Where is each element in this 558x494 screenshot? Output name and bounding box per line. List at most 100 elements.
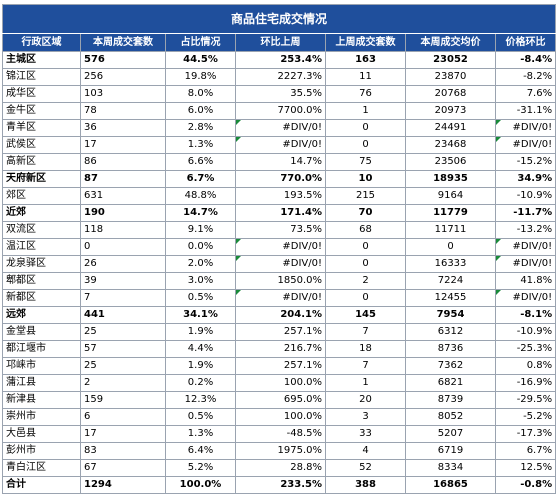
table-cell: 6821 bbox=[405, 374, 496, 392]
table-cell: 20768 bbox=[405, 85, 496, 103]
table-cell: 0.0% bbox=[165, 238, 236, 256]
table-cell: 118 bbox=[80, 221, 166, 239]
table-cell: 17 bbox=[80, 425, 166, 443]
table-cell: 大邑县 bbox=[2, 425, 81, 443]
table-cell: #DIV/0! bbox=[494, 119, 557, 137]
table-cell: 388 bbox=[325, 476, 406, 494]
table-cell: 合计 bbox=[2, 476, 81, 494]
table-cell: 9.1% bbox=[165, 221, 236, 239]
table-cell: 6312 bbox=[405, 323, 496, 341]
table-row: 郫都区 39 3.0% 1850.0% 2 7224 41.8% bbox=[2, 272, 557, 290]
header-cell: 环比上周 bbox=[235, 33, 326, 52]
table-cell: 70 bbox=[325, 204, 406, 222]
table-cell: -29.5% bbox=[494, 391, 557, 409]
table-cell: 0 bbox=[80, 238, 166, 256]
table-cell: 12.3% bbox=[165, 391, 236, 409]
header-cell: 本周成交套数 bbox=[80, 33, 166, 52]
table-row: 金堂县 25 1.9% 257.1% 7 6312 -10.9% bbox=[2, 323, 557, 341]
table-cell: 1294 bbox=[80, 476, 166, 494]
table-cell: 青白江区 bbox=[2, 459, 81, 477]
table-title: 商品住宅成交情况 bbox=[1, 4, 557, 34]
table-cell: 0.2% bbox=[165, 374, 236, 392]
table-cell: -16.9% bbox=[494, 374, 557, 392]
table-cell: 87 bbox=[80, 170, 166, 188]
table-row: 新都区 7 0.5% #DIV/0! 0 12455 #DIV/0! bbox=[2, 289, 557, 307]
table-row: 青羊区 36 2.8% #DIV/0! 0 24491 #DIV/0! bbox=[2, 119, 557, 137]
table-row: 彭州市 83 6.4% 1975.0% 4 6719 6.7% bbox=[2, 442, 557, 460]
table-cell: 44.5% bbox=[165, 51, 236, 69]
table-cell: 7.6% bbox=[494, 85, 557, 103]
table-cell: 100.0% bbox=[165, 476, 236, 494]
table-cell: -5.2% bbox=[494, 408, 557, 426]
table-cell: 都江堰市 bbox=[2, 340, 81, 358]
table-cell: 双流区 bbox=[2, 221, 81, 239]
table-cell: 18 bbox=[325, 340, 406, 358]
table-cell: 0 bbox=[325, 255, 406, 273]
table-cell: 0.5% bbox=[165, 289, 236, 307]
table-cell: 159 bbox=[80, 391, 166, 409]
table-cell: 25 bbox=[80, 357, 166, 375]
table-row: 合计 1294 100.0% 233.5% 388 16865 -0.8% bbox=[2, 476, 557, 494]
table-cell: 0 bbox=[325, 136, 406, 154]
table-cell: #DIV/0! bbox=[235, 136, 326, 154]
table-cell: 23870 bbox=[405, 68, 496, 86]
table-cell: 6.0% bbox=[165, 102, 236, 120]
table-cell: 8739 bbox=[405, 391, 496, 409]
table-row: 龙泉驿区 26 2.0% #DIV/0! 0 16333 #DIV/0! bbox=[2, 255, 557, 273]
table-cell: 52 bbox=[325, 459, 406, 477]
table-cell: 6719 bbox=[405, 442, 496, 460]
table-cell: 1975.0% bbox=[235, 442, 326, 460]
table-cell: -10.9% bbox=[494, 323, 557, 341]
table-cell: 68 bbox=[325, 221, 406, 239]
table-cell: 8052 bbox=[405, 408, 496, 426]
table-cell: 20 bbox=[325, 391, 406, 409]
table-row: 近郊 190 14.7% 171.4% 70 11779 -11.7% bbox=[2, 204, 557, 222]
table-cell: 11 bbox=[325, 68, 406, 86]
table-cell: 441 bbox=[80, 306, 166, 324]
table-row: 成华区 103 8.0% 35.5% 76 20768 7.6% bbox=[2, 85, 557, 103]
table-cell: 14.7% bbox=[165, 204, 236, 222]
table-cell: 龙泉驿区 bbox=[2, 255, 81, 273]
table-cell: -48.5% bbox=[235, 425, 326, 443]
table-row: 武侯区 17 1.3% #DIV/0! 0 23468 #DIV/0! bbox=[2, 136, 557, 154]
table-row: 大邑县 17 1.3% -48.5% 33 5207 -17.3% bbox=[2, 425, 557, 443]
table-cell: 36 bbox=[80, 119, 166, 137]
table-cell: 7700.0% bbox=[235, 102, 326, 120]
table-cell: 0 bbox=[405, 238, 496, 256]
table-cell: 57 bbox=[80, 340, 166, 358]
table-cell: 233.5% bbox=[235, 476, 326, 494]
table-cell: 郊区 bbox=[2, 187, 81, 205]
table-row: 温江区 0 0.0% #DIV/0! 0 0 #DIV/0! bbox=[2, 238, 557, 256]
table-cell: 35.5% bbox=[235, 85, 326, 103]
table-cell: 6.6% bbox=[165, 153, 236, 171]
table-cell: 1 bbox=[325, 102, 406, 120]
table-cell: 1 bbox=[325, 374, 406, 392]
table-cell: -8.2% bbox=[494, 68, 557, 86]
table-cell: 3.0% bbox=[165, 272, 236, 290]
table-cell: 39 bbox=[80, 272, 166, 290]
table-cell: 19.8% bbox=[165, 68, 236, 86]
table-cell: -25.3% bbox=[494, 340, 557, 358]
table-cell: 145 bbox=[325, 306, 406, 324]
table-row: 都江堰市 57 4.4% 216.7% 18 8736 -25.3% bbox=[2, 340, 557, 358]
table-cell: 4 bbox=[325, 442, 406, 460]
table-cell: 770.0% bbox=[235, 170, 326, 188]
table-cell: 171.4% bbox=[235, 204, 326, 222]
table-cell: 23468 bbox=[405, 136, 496, 154]
table-cell: 5207 bbox=[405, 425, 496, 443]
table-cell: 67 bbox=[80, 459, 166, 477]
table-cell: 16865 bbox=[405, 476, 496, 494]
table-cell: -15.2% bbox=[494, 153, 557, 171]
table-cell: 18935 bbox=[405, 170, 496, 188]
table-cell: 26 bbox=[80, 255, 166, 273]
table-cell: 83 bbox=[80, 442, 166, 460]
table-cell: 4.4% bbox=[165, 340, 236, 358]
table-cell: 28.8% bbox=[235, 459, 326, 477]
table-cell: 41.8% bbox=[494, 272, 557, 290]
table-cell: -31.1% bbox=[494, 102, 557, 120]
table-cell: 青羊区 bbox=[2, 119, 81, 137]
table-cell: 11779 bbox=[405, 204, 496, 222]
table-cell: 257.1% bbox=[235, 323, 326, 341]
table-cell: -10.9% bbox=[494, 187, 557, 205]
table-cell: 20973 bbox=[405, 102, 496, 120]
